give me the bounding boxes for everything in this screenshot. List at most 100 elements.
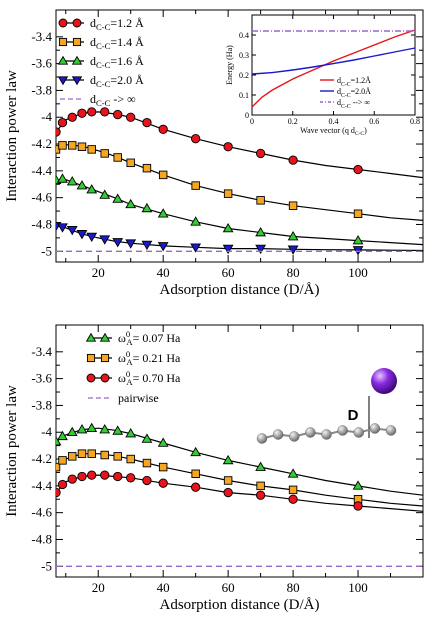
inset-y-tick-label: 0.4 xyxy=(239,31,249,40)
data-point-2-9 xyxy=(158,478,168,488)
data-point-0-10 xyxy=(190,446,202,457)
carbon-atom-7 xyxy=(369,423,381,434)
y-tick-label: -4.2 xyxy=(31,136,52,151)
y-tick-label: -4.6 xyxy=(31,505,52,520)
inset-series-line-1 xyxy=(251,47,416,75)
data-point-3-8 xyxy=(141,240,153,251)
legend-marker-1 xyxy=(86,353,96,363)
data-point-2-7 xyxy=(126,473,136,483)
molecule-illustration: D xyxy=(256,368,397,444)
inset-x-axis-label: Wave vector (q dC-C) xyxy=(300,126,367,137)
inset-x-tick-label: 0.2 xyxy=(288,117,298,126)
legend-marker-0 xyxy=(85,332,97,342)
legend-label-3: dC-C=2.0 Å xyxy=(90,73,144,89)
data-point-0-12 xyxy=(255,461,267,471)
data-point-1-8 xyxy=(142,458,152,468)
inset-legend-label-2: dC-C --> ∞ xyxy=(337,98,370,110)
data-point-0-3 xyxy=(77,108,87,118)
carbon-atom-3 xyxy=(305,427,316,438)
data-point-0-2 xyxy=(67,112,77,122)
legend-label-2: ω0 A= 0.70 Ha xyxy=(118,369,181,387)
legend-label-4: dC-C -> ∞ xyxy=(90,92,136,108)
data-point-1-10 xyxy=(191,469,200,479)
y-axis-label: Interaction power law xyxy=(4,385,20,517)
plot-frame xyxy=(55,324,424,578)
data-point-1-2 xyxy=(68,141,77,150)
data-point-2-6 xyxy=(113,471,123,482)
data-point-0-14 xyxy=(353,164,363,175)
inset-y-tick-label: 0 xyxy=(245,111,249,120)
data-point-2-14 xyxy=(353,501,363,511)
data-point-1-9 xyxy=(158,170,168,180)
data-point-2-10 xyxy=(190,216,202,226)
data-point-0-14 xyxy=(352,480,364,490)
inset-y-tick-label: 0.2 xyxy=(239,71,249,80)
legend: dC-C=1.2 Å dC-C=1.4 Å dC-C=1.6 Å dC-C=2.0 Å… xyxy=(57,16,144,108)
y-tick-label: -4.8 xyxy=(31,531,52,546)
x-tick-label: 20 xyxy=(92,580,105,595)
data-point-2-7 xyxy=(125,198,137,209)
y-tick-label: -4.6 xyxy=(31,190,52,205)
data-point-0-0 xyxy=(56,436,62,446)
data-point-1-9 xyxy=(158,462,168,472)
data-point-2-13 xyxy=(287,231,299,241)
data-point-3-3 xyxy=(76,230,88,240)
inset-legend-label-0: dC-C=1.2Å xyxy=(337,76,371,88)
inset-x-tick-label: 0.4 xyxy=(329,117,339,126)
inset-y-tick-label: 0.3 xyxy=(239,51,249,60)
carbon-atom-1 xyxy=(272,429,284,440)
data-point-1-13 xyxy=(288,485,298,495)
inset-x-tick-label: 0.6 xyxy=(369,117,379,126)
data-point-0-8 xyxy=(141,433,153,443)
data-point-2-4 xyxy=(87,470,97,480)
data-point-1-14 xyxy=(353,209,363,218)
data-point-2-14 xyxy=(352,235,364,245)
data-point-3-11 xyxy=(222,244,234,255)
series-group xyxy=(56,422,423,567)
inset-x-tick-label: 0.8 xyxy=(410,117,420,126)
carbon-atom-2 xyxy=(289,431,300,442)
data-point-2-12 xyxy=(255,226,267,237)
data-point-0-7 xyxy=(125,428,137,438)
data-point-0-13 xyxy=(287,468,299,478)
data-point-2-10 xyxy=(191,482,201,492)
x-axis-label: Adsorption distance (D/Å) xyxy=(160,282,320,298)
legend-marker-3 xyxy=(57,76,69,86)
data-point-2-2 xyxy=(67,474,77,484)
data-point-2-13 xyxy=(288,494,298,504)
y-tick-label: -3.8 xyxy=(31,82,52,97)
data-point-0-0 xyxy=(56,127,61,137)
data-point-3-5 xyxy=(99,235,111,245)
data-point-1-7 xyxy=(126,158,135,168)
distance-label: D xyxy=(348,407,359,424)
data-point-1-1 xyxy=(58,141,67,150)
inset-y-tick-label: 0.1 xyxy=(239,91,249,100)
data-point-3-14 xyxy=(352,246,364,256)
data-point-2-9 xyxy=(157,208,169,218)
data-point-1-11 xyxy=(223,476,233,485)
data-point-0-9 xyxy=(157,437,169,447)
data-point-0-12 xyxy=(255,148,266,159)
data-point-1-8 xyxy=(142,163,152,173)
legend-marker-0 xyxy=(58,18,68,28)
inset-y-axis-label: Energy (Ha) xyxy=(225,45,234,85)
data-point-1-7 xyxy=(126,454,135,464)
data-point-1-0 xyxy=(56,462,61,472)
data-point-0-5 xyxy=(99,424,111,434)
data-point-3-4 xyxy=(86,232,98,243)
legend-marker-1 xyxy=(58,37,68,47)
data-point-1-2 xyxy=(68,452,77,461)
data-point-1-5 xyxy=(100,450,109,460)
data-point-3-12 xyxy=(255,244,267,255)
data-point-0-2 xyxy=(66,426,78,437)
data-point-3-9 xyxy=(157,242,169,252)
legend: ω0 A= 0.07 Ha ω0 A= 0.21 Ha ω0 A= 0.70 Ha pair… xyxy=(85,329,181,405)
top-chart: 20 40 60 80 100 -3.4 -3.6 -3.8 -4 -4.2 -4.4 -4.6 -4.… xyxy=(4,9,424,298)
data-point-0-11 xyxy=(222,454,234,465)
data-point-2-11 xyxy=(223,487,233,498)
legend-label-2: dC-C=1.6 Å xyxy=(90,54,144,70)
legend-label-0: ω0 A= 0.07 Ha xyxy=(118,329,181,347)
x-tick-label: 60 xyxy=(222,265,235,280)
data-point-3-6 xyxy=(112,238,124,248)
